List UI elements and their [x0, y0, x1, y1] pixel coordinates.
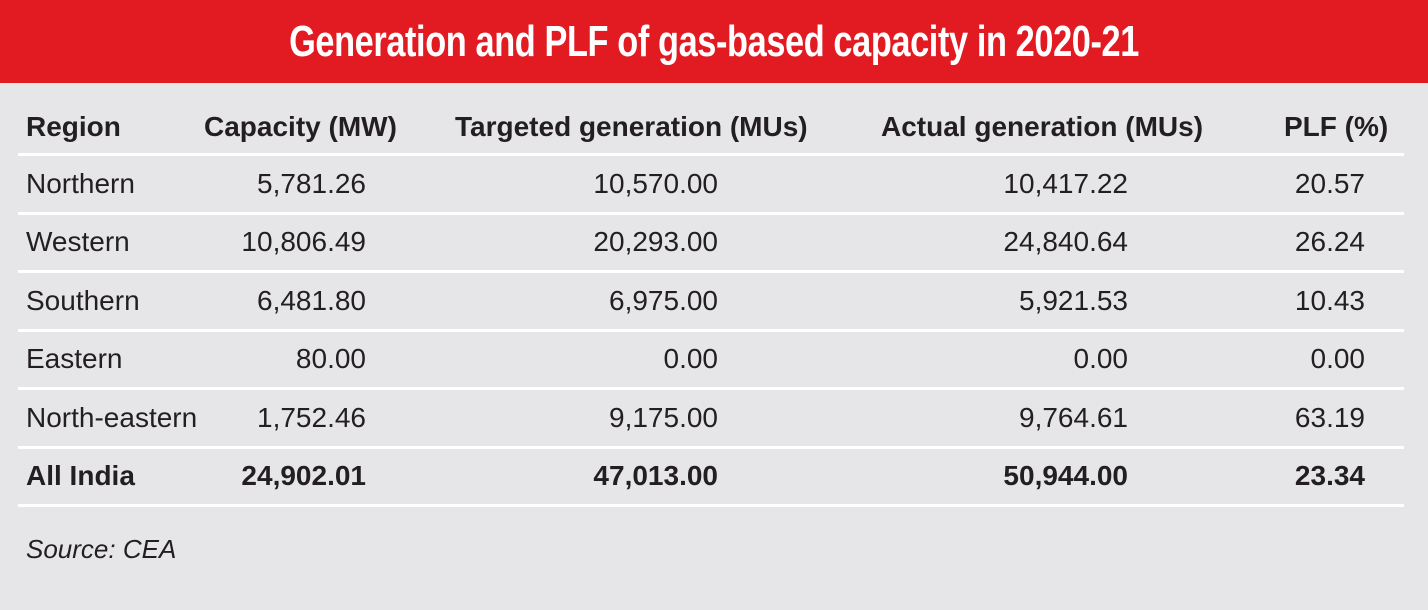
table-row: Eastern 80.00 0.00 0.00 0.00 [18, 332, 1404, 390]
header-actual-generation: Actual generation (MUs) [881, 110, 1204, 142]
total-plf: 23.34 [1294, 460, 1365, 492]
capacity-cell: 5,781.26 [257, 167, 366, 199]
chart-title: Generation and PLF of gas-based capacity… [289, 17, 1139, 66]
plf-cell: 63.19 [1294, 401, 1365, 433]
data-table: Region Capacity (MW) Targeted generation… [18, 100, 1404, 507]
plf-cell: 0.00 [1310, 343, 1366, 375]
region-cell: Northern [26, 167, 135, 199]
plf-cell: 10.43 [1294, 284, 1365, 316]
header-capacity: Capacity (MW) [204, 110, 397, 142]
capacity-cell: 1,752.46 [257, 401, 366, 433]
table-total-row: All India 24,902.01 47,013.00 50,944.00 … [18, 449, 1404, 507]
table-row: Northern 5,781.26 10,570.00 10,417.22 20… [18, 156, 1404, 215]
targeted-cell: 9,175.00 [609, 401, 718, 433]
title-banner [0, 0, 1428, 83]
total-actual: 50,944.00 [1003, 460, 1128, 492]
targeted-cell: 6,975.00 [609, 284, 718, 316]
region-cell: Western [26, 226, 130, 258]
capacity-cell: 6,481.80 [257, 284, 366, 316]
capacity-cell: 10,806.49 [241, 226, 366, 258]
total-targeted: 47,013.00 [593, 460, 718, 492]
actual-cell: 9,764.61 [1019, 401, 1128, 433]
total-capacity: 24,902.01 [241, 460, 366, 492]
source-note: Source: CEA [26, 534, 177, 564]
total-label: All India [26, 460, 135, 492]
capacity-cell: 80.00 [295, 343, 366, 375]
actual-cell: 24,840.64 [1003, 226, 1128, 258]
targeted-cell: 20,293.00 [593, 226, 718, 258]
actual-cell: 5,921.53 [1019, 284, 1128, 316]
header-targeted-generation: Targeted generation (MUs) [455, 110, 808, 142]
region-cell: Southern [26, 284, 140, 316]
table-header-row: Region Capacity (MW) Targeted generation… [18, 100, 1404, 156]
header-plf: PLF (%) [1284, 110, 1389, 142]
table-row: Western 10,806.49 20,293.00 24,840.64 26… [18, 215, 1404, 273]
region-cell: North-eastern [26, 401, 198, 433]
plf-cell: 26.24 [1294, 226, 1365, 258]
table-row: Southern 6,481.80 6,975.00 5,921.53 10.4… [18, 273, 1404, 332]
table-row: North-eastern 1,752.46 9,175.00 9,764.61… [18, 390, 1404, 449]
header-region: Region [26, 110, 121, 142]
region-cell: Eastern [26, 343, 123, 375]
plf-cell: 20.57 [1294, 167, 1365, 199]
targeted-cell: 0.00 [663, 343, 719, 375]
actual-cell: 0.00 [1073, 343, 1129, 375]
actual-cell: 10,417.22 [1003, 167, 1128, 199]
targeted-cell: 10,570.00 [593, 167, 718, 199]
